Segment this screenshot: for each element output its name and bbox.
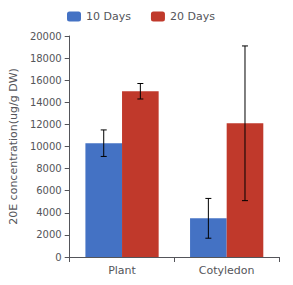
svg-text:10 Days: 10 Days — [86, 10, 131, 23]
svg-text:8000: 8000 — [36, 163, 61, 174]
svg-text:10000: 10000 — [30, 141, 62, 152]
svg-text:20000: 20000 — [30, 31, 62, 42]
svg-text:20E concentration(ug/g DW): 20E concentration(ug/g DW) — [7, 68, 20, 225]
svg-text:16000: 16000 — [30, 75, 62, 86]
svg-text:0: 0 — [55, 252, 61, 263]
svg-text:20 Days: 20 Days — [170, 10, 215, 23]
svg-text:2000: 2000 — [36, 229, 61, 240]
svg-text:14000: 14000 — [30, 97, 62, 108]
svg-text:Plant: Plant — [108, 264, 136, 277]
svg-text:18000: 18000 — [30, 53, 62, 64]
svg-text:Cotyledon: Cotyledon — [199, 264, 255, 277]
svg-text:6000: 6000 — [36, 185, 61, 196]
svg-text:12000: 12000 — [30, 119, 62, 130]
svg-text:4000: 4000 — [36, 207, 61, 218]
